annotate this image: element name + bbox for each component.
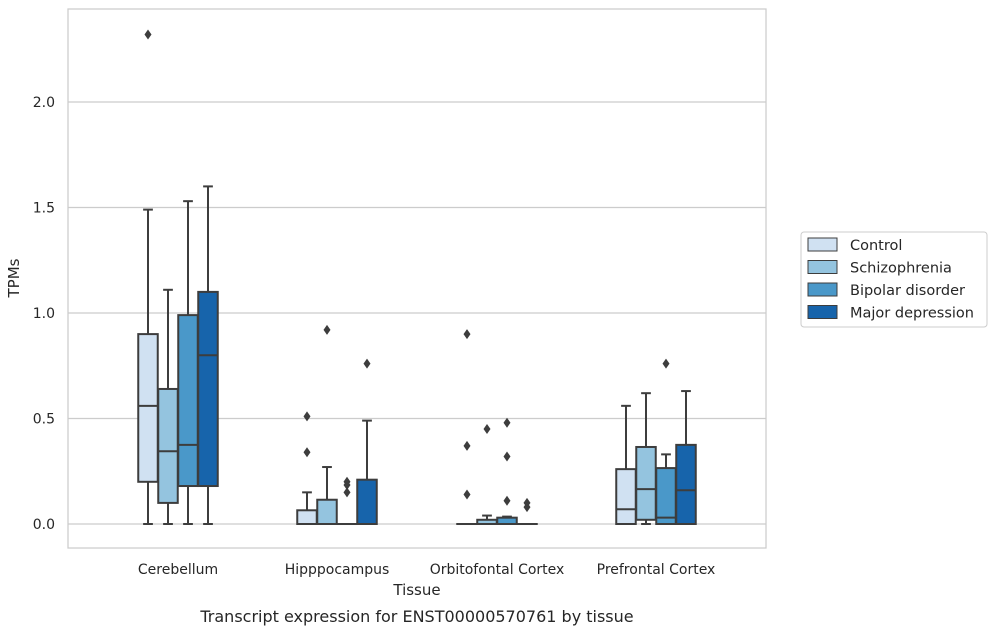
legend-swatch xyxy=(807,305,838,319)
box-3-2 xyxy=(655,358,677,525)
box-body xyxy=(675,443,697,525)
legend-label: Control xyxy=(850,238,902,254)
outlier-point xyxy=(503,495,511,506)
box-0-3 xyxy=(197,185,219,525)
x-tick-label: Prefrontal Cortex xyxy=(597,562,716,578)
outlier-point xyxy=(144,29,152,40)
box-body xyxy=(296,509,318,526)
box-1-0 xyxy=(296,411,318,526)
outlier-point xyxy=(463,489,471,500)
outlier-point xyxy=(323,324,331,335)
x-tick-label: Hipppocampus xyxy=(285,562,390,578)
box-body xyxy=(177,314,199,488)
box-0-1 xyxy=(157,288,179,525)
x-tick-label: Cerebellum xyxy=(138,562,218,578)
box-0-0 xyxy=(137,29,159,525)
y-tick-label: 1.0 xyxy=(33,306,55,322)
box-body xyxy=(157,387,179,504)
outlier-point xyxy=(662,358,670,369)
outlier-point xyxy=(463,440,471,451)
legend-swatch xyxy=(807,237,838,252)
outlier-point xyxy=(343,479,351,490)
box-body xyxy=(635,445,657,521)
outlier-point xyxy=(303,411,311,422)
outlier-point xyxy=(523,502,531,513)
outlier-point xyxy=(503,451,511,462)
legend: Control Schizophrenia Bipolar disorder Majo… xyxy=(800,231,988,328)
box-body xyxy=(137,333,159,483)
x-tick-labels: Cerebellum Hipppocampus Orbitofontal Corte… xyxy=(138,562,715,578)
y-tick-label: 1.5 xyxy=(33,201,55,217)
y-axis-label: TPMs xyxy=(5,258,23,298)
legend-frame xyxy=(800,231,988,328)
outlier-point xyxy=(343,487,351,498)
legend-label: Major depression xyxy=(850,306,974,322)
plot-frame xyxy=(67,8,767,549)
legend-label: Bipolar disorder xyxy=(850,283,965,299)
box-body xyxy=(356,478,378,526)
box-1-1 xyxy=(316,324,338,525)
box-1-3 xyxy=(356,358,378,526)
y-tick-label: 0.0 xyxy=(33,517,55,533)
legend-swatch xyxy=(807,282,838,297)
boxes xyxy=(137,29,697,526)
outlier-point xyxy=(483,424,491,435)
box-body xyxy=(655,467,677,525)
box-3-3 xyxy=(675,390,697,525)
box-0-2 xyxy=(177,200,199,525)
box-body xyxy=(316,498,338,525)
legend-swatch xyxy=(807,260,838,274)
outlier-point xyxy=(463,329,471,340)
x-tick-label: Orbitofontal Cortex xyxy=(430,562,565,578)
outlier-point xyxy=(303,447,311,458)
y-tick-label: 0.5 xyxy=(33,412,55,428)
outlier-point xyxy=(503,417,511,428)
box-3-0 xyxy=(615,404,637,526)
box-body xyxy=(615,468,637,526)
y-tick-label: 2.0 xyxy=(33,95,55,111)
box-2-1 xyxy=(476,424,498,526)
legend-label: Schizophrenia xyxy=(850,261,952,277)
box-2-3 xyxy=(516,497,538,526)
outlier-point xyxy=(363,358,371,369)
x-axis-label: Tissue xyxy=(392,581,440,599)
box-1-2 xyxy=(336,476,358,526)
box-body xyxy=(197,290,219,488)
box-2-0 xyxy=(456,329,478,526)
y-tick-labels: 0.0 0.5 1.0 1.5 2.0 xyxy=(33,95,55,533)
box-3-1 xyxy=(635,392,657,525)
chart-caption: Transcript expression for ENST0000057076… xyxy=(199,607,633,626)
box-2-2 xyxy=(496,417,518,525)
